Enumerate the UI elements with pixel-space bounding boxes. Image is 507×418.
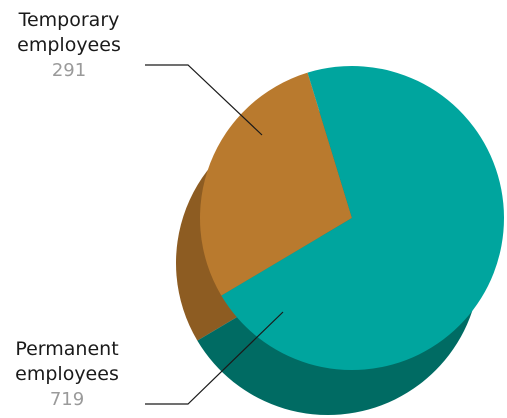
label-temporary-line1: Temporary <box>18 9 120 31</box>
value-permanent: 719 <box>49 389 85 410</box>
label-permanent-line1: Permanent <box>15 338 119 360</box>
pie-top <box>199 65 504 370</box>
label-temporary: Temporary employees 291 <box>2 8 136 83</box>
label-temporary-line2: employees <box>17 34 121 56</box>
value-temporary: 291 <box>51 60 87 81</box>
label-permanent: Permanent employees 719 <box>0 337 134 412</box>
slice-temporary <box>199 72 352 296</box>
leader-line-temporary <box>145 64 263 136</box>
label-permanent-line2: employees <box>15 363 119 385</box>
leader-line-permanent <box>145 311 284 405</box>
slice-permanent <box>221 65 504 370</box>
